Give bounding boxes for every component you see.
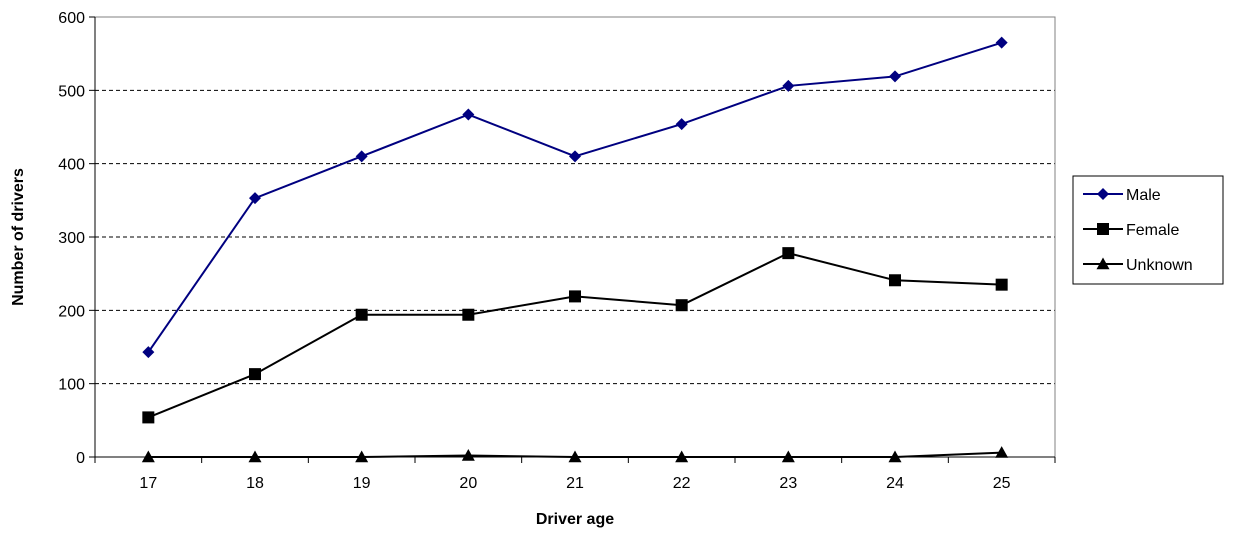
- legend-item-male: Male: [1083, 187, 1161, 204]
- series-line-female: [147, 252, 1002, 419]
- series-line-male: [147, 41, 1002, 353]
- legend-item-female: Female: [1083, 222, 1179, 239]
- data-point-female: [355, 308, 368, 321]
- data-point-unknown: [461, 449, 475, 461]
- legend-label: Female: [1126, 222, 1179, 239]
- x-tick-label: 21: [566, 475, 584, 492]
- series-male: [142, 36, 1008, 359]
- data-point-male: [355, 150, 368, 163]
- y-tick-label: 600: [58, 10, 85, 27]
- x-axis: 17 18 19 20 21 22 23 24 25: [94, 456, 1056, 492]
- data-point-female: [889, 274, 901, 287]
- y-tick-label: 500: [58, 83, 85, 100]
- legend: Male Female Unknown: [1072, 175, 1224, 285]
- x-tick-label: 18: [246, 475, 264, 492]
- legend-label: Male: [1126, 187, 1161, 204]
- x-tick-label: 22: [673, 475, 691, 492]
- x-tick-label: 23: [779, 475, 797, 492]
- legend-marker: [1097, 188, 1109, 200]
- data-point-unknown: [995, 446, 1009, 458]
- y-tick-label: 300: [58, 230, 85, 247]
- data-point-unknown: [248, 450, 262, 463]
- data-point-unknown: [355, 450, 369, 463]
- data-point-male: [782, 79, 795, 92]
- data-point-male: [675, 118, 688, 131]
- data-point-female: [782, 247, 795, 260]
- x-tick-label: 19: [353, 475, 371, 492]
- y-tick-label: 200: [58, 303, 85, 320]
- data-point-female: [462, 308, 475, 321]
- data-point-female: [675, 299, 688, 312]
- series-female: [142, 247, 1008, 424]
- data-point-unknown: [781, 450, 795, 463]
- y-tick-label: 100: [58, 377, 85, 394]
- legend-marker: [1097, 223, 1109, 235]
- x-axis-title: Driver age: [536, 511, 614, 528]
- data-point-female: [249, 368, 261, 381]
- data-point-female: [569, 290, 581, 303]
- data-point-female: [142, 411, 155, 424]
- y-tick-label: 400: [58, 157, 85, 174]
- gridlines: [95, 89, 1055, 385]
- data-point-unknown: [568, 450, 582, 463]
- x-tick-label: 17: [139, 475, 157, 492]
- legend-label: Unknown: [1126, 257, 1193, 274]
- data-point-male: [462, 108, 475, 121]
- y-axis-title: Number of drivers: [10, 168, 27, 306]
- data-point-male: [889, 70, 901, 83]
- data-point-female: [995, 278, 1008, 291]
- x-tick-label: 24: [886, 475, 904, 492]
- legend-item-unknown: Unknown: [1083, 257, 1193, 274]
- data-point-male: [142, 346, 155, 359]
- y-tick-label: 0: [76, 450, 85, 467]
- data-point-unknown: [888, 450, 902, 463]
- y-axis: 0 100 200 300 400 500 600: [58, 10, 96, 467]
- data-point-male: [569, 150, 581, 163]
- data-point-male: [249, 192, 261, 205]
- series-unknown: [141, 446, 1009, 463]
- data-point-unknown: [141, 450, 155, 463]
- series-layer: [141, 36, 1009, 463]
- x-tick-label: 20: [459, 475, 477, 492]
- data-point-unknown: [675, 450, 689, 463]
- data-point-male: [995, 36, 1008, 49]
- x-tick-label: 25: [993, 475, 1011, 492]
- legend-marker: [1096, 257, 1110, 270]
